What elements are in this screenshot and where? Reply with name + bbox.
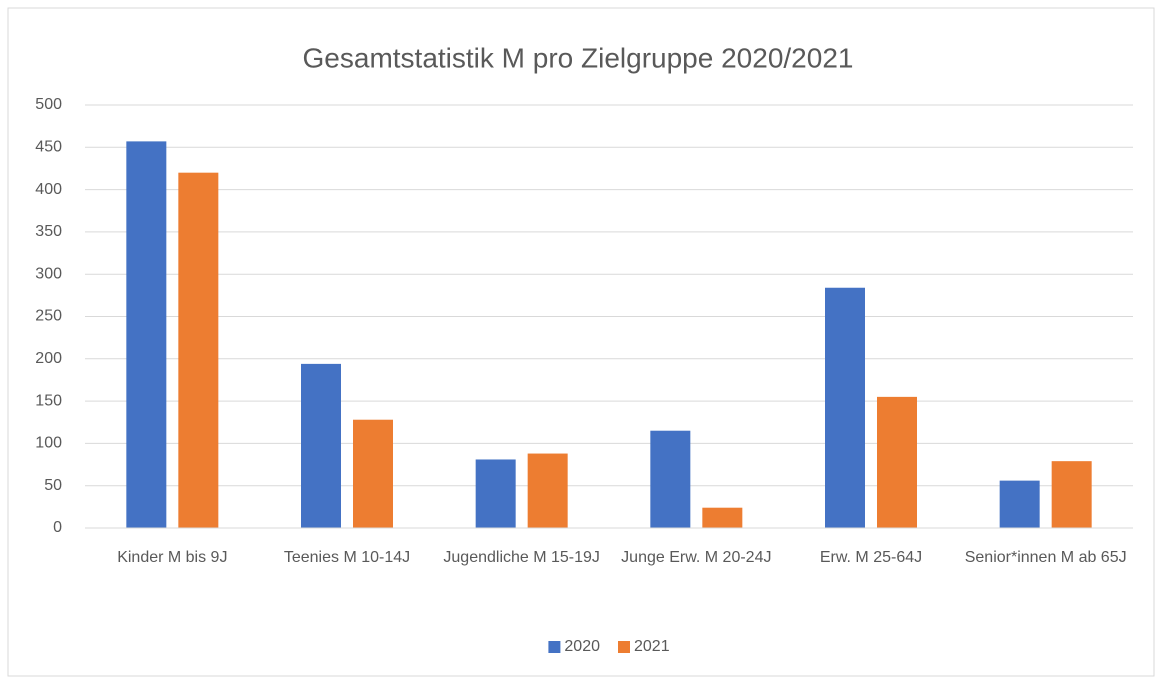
y-tick-label: 450 — [35, 139, 62, 156]
y-tick-label: 150 — [35, 392, 62, 409]
y-tick-label: 50 — [44, 477, 62, 494]
x-tick-label: Teenies M 10-14J — [284, 549, 410, 566]
y-tick-label: 0 — [53, 519, 62, 536]
legend-swatch — [618, 641, 630, 653]
y-tick-label: 250 — [35, 308, 62, 325]
bar — [353, 419, 393, 528]
bar — [877, 396, 917, 528]
legend-label: 2020 — [564, 638, 600, 655]
x-tick-label: Senior*innen M ab 65J — [965, 549, 1127, 566]
y-tick-label: 200 — [35, 350, 62, 367]
y-tick-label: 500 — [35, 96, 62, 113]
bar — [1051, 461, 1092, 528]
bar — [178, 172, 219, 528]
x-tick-label: Kinder M bis 9J — [117, 549, 227, 566]
legend-swatch — [548, 641, 561, 653]
bar — [825, 287, 865, 528]
bar — [126, 141, 167, 529]
bar — [702, 507, 743, 528]
y-tick-label: 300 — [35, 265, 62, 282]
bar — [999, 480, 1040, 528]
x-tick-label: Junge Erw. M 20-24J — [621, 549, 771, 566]
x-tick-label: Jugendliche M 15-19J — [443, 549, 600, 566]
bar — [650, 430, 691, 528]
bar — [475, 459, 516, 528]
x-tick-label: Erw. M 25-64J — [820, 549, 922, 566]
chart-title: Gesamtstatistik M pro Zielgruppe 2020/20… — [303, 42, 854, 73]
bar — [527, 453, 568, 528]
bar — [301, 363, 341, 528]
y-tick-label: 400 — [35, 181, 62, 198]
y-tick-label: 100 — [35, 435, 62, 452]
y-tick-label: 350 — [35, 223, 62, 240]
legend-label: 2021 — [634, 638, 670, 655]
